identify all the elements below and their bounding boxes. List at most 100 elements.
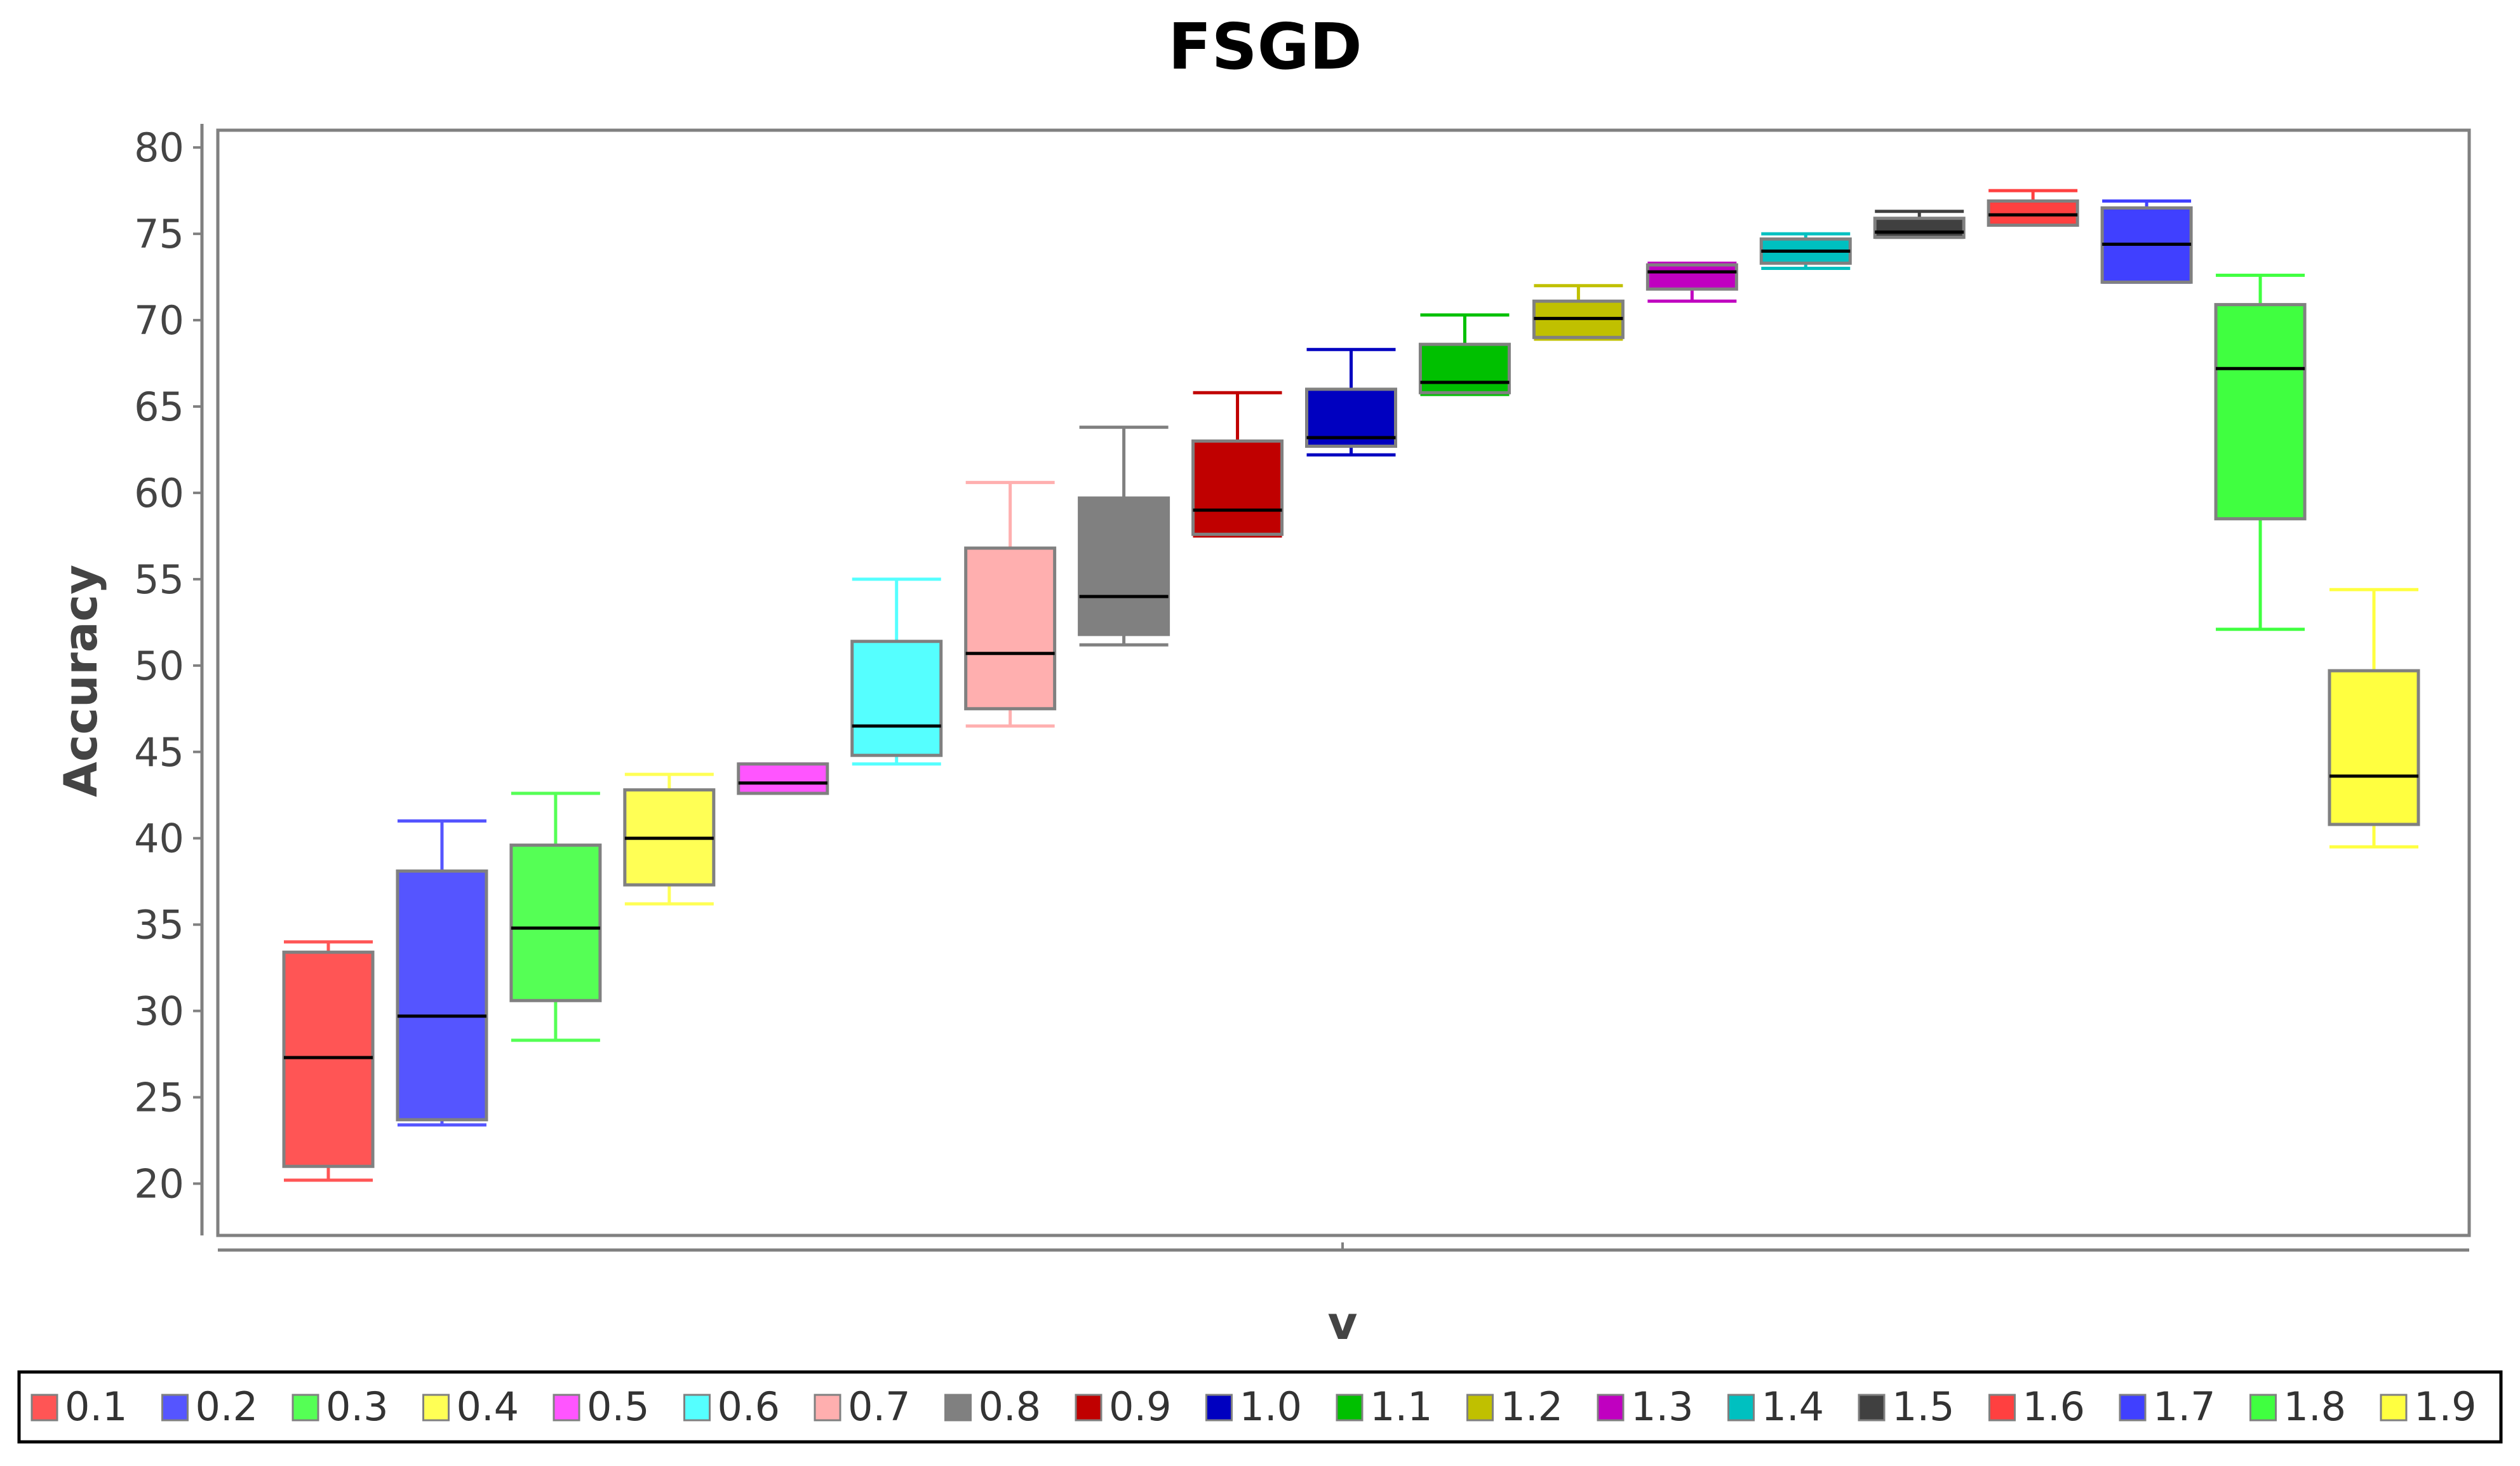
y-tick-label: 55 <box>134 556 184 603</box>
legend-item-1-8: 1.8 <box>2249 1383 2347 1430</box>
legend-item-1-1: 1.1 <box>1336 1383 1433 1430</box>
legend-label: 0.5 <box>587 1383 650 1430</box>
legend-item-0-7: 0.7 <box>814 1383 911 1430</box>
legend-swatch <box>944 1394 972 1422</box>
legend-label: 1.5 <box>1892 1383 1955 1430</box>
legend-swatch <box>1597 1394 1625 1422</box>
box-0-6 <box>850 577 943 766</box>
y-axis-label: Accuracy <box>54 565 107 797</box>
legend-swatch <box>683 1394 711 1422</box>
legend-item-0-8: 0.8 <box>944 1383 1042 1430</box>
box-iqr <box>1873 217 1966 239</box>
legend-label: 0.3 <box>326 1383 389 1430</box>
legend-label: 0.6 <box>718 1383 781 1430</box>
legend-label: 0.8 <box>979 1383 1042 1430</box>
box-0-1 <box>282 940 375 1182</box>
legend-swatch <box>1466 1394 1494 1422</box>
plot-frame <box>216 128 2471 1237</box>
legend-label: 0.9 <box>1109 1383 1172 1430</box>
y-tick-label: 45 <box>134 729 184 776</box>
box-iqr <box>1645 263 1738 291</box>
legend-label: 1.6 <box>2023 1383 2086 1430</box>
box-1-9 <box>2328 588 2420 849</box>
legend-label: 1.9 <box>2414 1383 2477 1430</box>
legend-item-0-4: 0.4 <box>422 1383 519 1430</box>
legend-swatch <box>30 1394 58 1422</box>
legend-swatch <box>2249 1394 2277 1422</box>
legend-swatch <box>814 1394 841 1422</box>
legend-item-0-9: 0.9 <box>1075 1383 1172 1430</box>
legend-item-1-3: 1.3 <box>1597 1383 1694 1430</box>
y-tick-label: 80 <box>134 124 184 171</box>
plot-area: 20 25 30 35 40 45 50 55 60 65 70 75 80 <box>134 124 2471 1252</box>
legend-label: 0.2 <box>196 1383 258 1430</box>
y-tick-label: 40 <box>134 816 184 862</box>
box-0-7 <box>964 481 1057 728</box>
legend-label: 1.3 <box>1631 1383 1694 1430</box>
box-iqr <box>2328 669 2420 826</box>
chart-title: FSGD <box>1168 10 1362 84</box>
box-0-9 <box>1191 391 1284 538</box>
box-iqr <box>282 950 375 1168</box>
y-tick-label: 25 <box>134 1075 184 1121</box>
box-1-8 <box>2214 273 2307 631</box>
legend-item-1-2: 1.2 <box>1466 1383 1564 1430</box>
y-tick-label: 70 <box>134 297 184 344</box>
y-tick-label: 75 <box>134 211 184 257</box>
box-1-3 <box>1645 261 1738 303</box>
box-iqr <box>509 844 602 1002</box>
box-iqr <box>2214 303 2307 521</box>
x-axis-label: v <box>1328 1296 1358 1350</box>
box-0-8 <box>1078 426 1170 647</box>
y-tick-label: 30 <box>134 988 184 1035</box>
legend-item-0-2: 0.2 <box>161 1383 258 1430</box>
legend-swatch <box>2119 1394 2147 1422</box>
legend-label: 1.1 <box>1370 1383 1433 1430</box>
legend-label: 1.7 <box>2153 1383 2216 1430</box>
legend-swatch <box>1205 1394 1233 1422</box>
legend-item-0-5: 0.5 <box>553 1383 650 1430</box>
legend-label: 0.7 <box>848 1383 911 1430</box>
legend-label: 1.8 <box>2284 1383 2347 1430</box>
legend-swatch <box>553 1394 580 1422</box>
legend-label: 1.2 <box>1501 1383 1564 1430</box>
box-0-4 <box>623 772 716 906</box>
legend-item-0-1: 0.1 <box>30 1383 128 1430</box>
box-0-2 <box>396 819 488 1127</box>
legend-item-0-6: 0.6 <box>683 1383 781 1430</box>
legend-swatch <box>161 1394 189 1422</box>
box-1-7 <box>2100 199 2193 284</box>
box-0-3 <box>509 791 602 1042</box>
box-iqr <box>1987 199 2079 227</box>
legend-item-1-0: 1.0 <box>1205 1383 1303 1430</box>
legend-item-1-7: 1.7 <box>2119 1383 2216 1430</box>
legend: 0.1 0.2 0.3 0.4 0.5 0.6 0.7 0.8 0.9 1.0 1.1 1.2 1.3 1… <box>17 1370 2503 1444</box>
legend-swatch <box>1988 1394 2016 1422</box>
box-iqr <box>1078 496 1170 636</box>
box-1-6 <box>1987 189 2079 227</box>
y-tick-label: 60 <box>134 470 184 516</box>
legend-label: 0.4 <box>457 1383 519 1430</box>
legend-label: 0.1 <box>65 1383 128 1430</box>
box-iqr <box>964 546 1057 711</box>
legend-item-1-9: 1.9 <box>2380 1383 2477 1430</box>
y-tick-label: 20 <box>134 1160 184 1207</box>
box-1-4 <box>1759 232 1852 270</box>
legend-label: 1.4 <box>1762 1383 1825 1430</box>
legend-item-0-3: 0.3 <box>292 1383 389 1430</box>
legend-item-1-4: 1.4 <box>1727 1383 1825 1430</box>
box-iqr <box>737 762 829 795</box>
legend-swatch <box>1858 1394 1886 1422</box>
box-iqr <box>1418 342 1511 394</box>
box-1-5 <box>1873 210 1966 239</box>
legend-label: 1.0 <box>1240 1383 1303 1430</box>
box-iqr <box>396 869 488 1122</box>
box-1-2 <box>1532 284 1625 341</box>
legend-swatch <box>292 1394 319 1422</box>
legend-swatch <box>1075 1394 1102 1422</box>
legend-item-1-6: 1.6 <box>1988 1383 2086 1430</box>
y-tick-label: 65 <box>134 384 184 430</box>
box-1-0 <box>1305 347 1397 457</box>
